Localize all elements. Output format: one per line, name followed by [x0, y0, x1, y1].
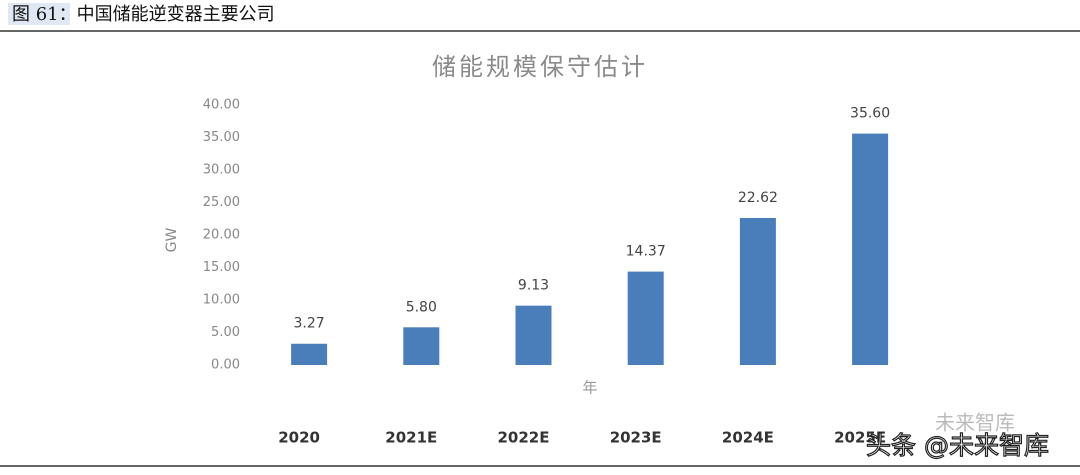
chart-title: 储能规模保守估计	[432, 53, 648, 81]
bar	[852, 133, 889, 365]
bar	[627, 271, 664, 365]
x-axis-label: 年	[582, 379, 597, 397]
bar	[515, 305, 552, 365]
x-tick-label: 2020	[278, 429, 320, 447]
value-label: 14.37	[626, 244, 666, 260]
y-tick-label: 25.00	[203, 195, 240, 210]
y-tick-label: 10.00	[203, 293, 240, 308]
y-tick-label: 20.00	[203, 228, 240, 243]
caption-highlight	[8, 3, 70, 25]
y-tick-label: 5.00	[211, 325, 240, 340]
value-label: 9.13	[518, 278, 549, 294]
x-tick-label: 2022E	[498, 429, 550, 447]
bar	[291, 343, 328, 365]
y-tick-label: 15.00	[203, 260, 240, 275]
x-tick-label: 2024E	[722, 429, 774, 447]
x-tick-label: 2021E	[385, 429, 437, 447]
x-tick-label: 2023E	[610, 429, 662, 447]
value-label: 35.60	[850, 106, 890, 122]
y-tick-label: 40.00	[203, 98, 240, 113]
bar	[739, 217, 776, 365]
caption: 图 61：中国储能逆变器主要公司	[12, 4, 275, 25]
watermark: 头条 @未来智库	[866, 431, 1049, 460]
value-label: 5.80	[406, 299, 437, 315]
y-tick-label: 35.00	[203, 130, 240, 145]
x-tick-label: 2025E	[834, 429, 886, 447]
value-label: 3.27	[294, 316, 325, 332]
value-label: 22.62	[738, 190, 778, 206]
bar	[403, 327, 440, 365]
y-tick-label: 30.00	[203, 163, 240, 178]
watermark: 未来智库	[935, 411, 1015, 435]
y-axis-label: GW	[164, 228, 180, 253]
y-tick-label: 0.00	[211, 358, 240, 373]
